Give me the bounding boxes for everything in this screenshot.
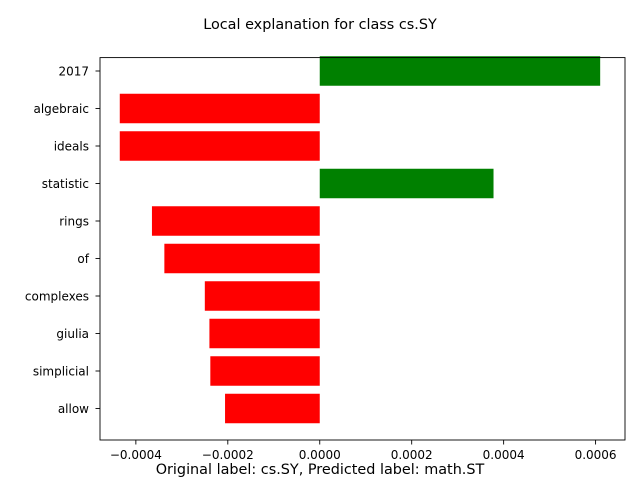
y-tick-label: algebraic bbox=[33, 102, 89, 116]
bar-algebraic bbox=[119, 93, 320, 124]
x-ticks: −0.0004 −0.0002 0.0000 0.0002 0.0004 0.0006 bbox=[110, 440, 617, 462]
x-tick-label: 0.0006 bbox=[575, 448, 617, 462]
bar-complexes bbox=[204, 281, 320, 311]
bar-allow bbox=[225, 393, 320, 424]
y-tick-label: of bbox=[77, 252, 89, 266]
bar-rings bbox=[151, 206, 320, 236]
bars-layer bbox=[119, 56, 601, 424]
chart-title: Local explanation for class cs.SY bbox=[203, 17, 437, 33]
x-tick-label: 0.0004 bbox=[483, 448, 525, 462]
x-tick-label: 0.0000 bbox=[299, 448, 341, 462]
y-tick-label: allow bbox=[58, 402, 89, 416]
plot-frame bbox=[99, 57, 626, 441]
y-tick-label: 2017 bbox=[58, 65, 89, 79]
bar-statistic bbox=[319, 168, 494, 199]
x-tick-label: −0.0002 bbox=[202, 448, 254, 462]
y-tick-label: complexes bbox=[25, 290, 89, 304]
y-tick-label: rings bbox=[59, 215, 89, 229]
y-tick-label: giulia bbox=[56, 327, 89, 341]
x-tick-label: 0.0002 bbox=[391, 448, 433, 462]
bar-of bbox=[164, 243, 320, 274]
bar-simplicial bbox=[210, 356, 320, 386]
x-tick-label: −0.0004 bbox=[110, 448, 162, 462]
bar-ideals bbox=[119, 131, 320, 161]
bar-giulia bbox=[209, 318, 320, 349]
y-tick-label: simplicial bbox=[33, 365, 89, 379]
chart-footer-label: Original label: cs.SY, Predicted label: … bbox=[156, 462, 485, 478]
y-tick-labels: 2017 algebraic ideals statistic rings of compl… bbox=[25, 65, 100, 416]
y-tick-label: statistic bbox=[42, 177, 89, 191]
bar-2017 bbox=[319, 56, 601, 86]
y-tick-label: ideals bbox=[54, 140, 89, 154]
